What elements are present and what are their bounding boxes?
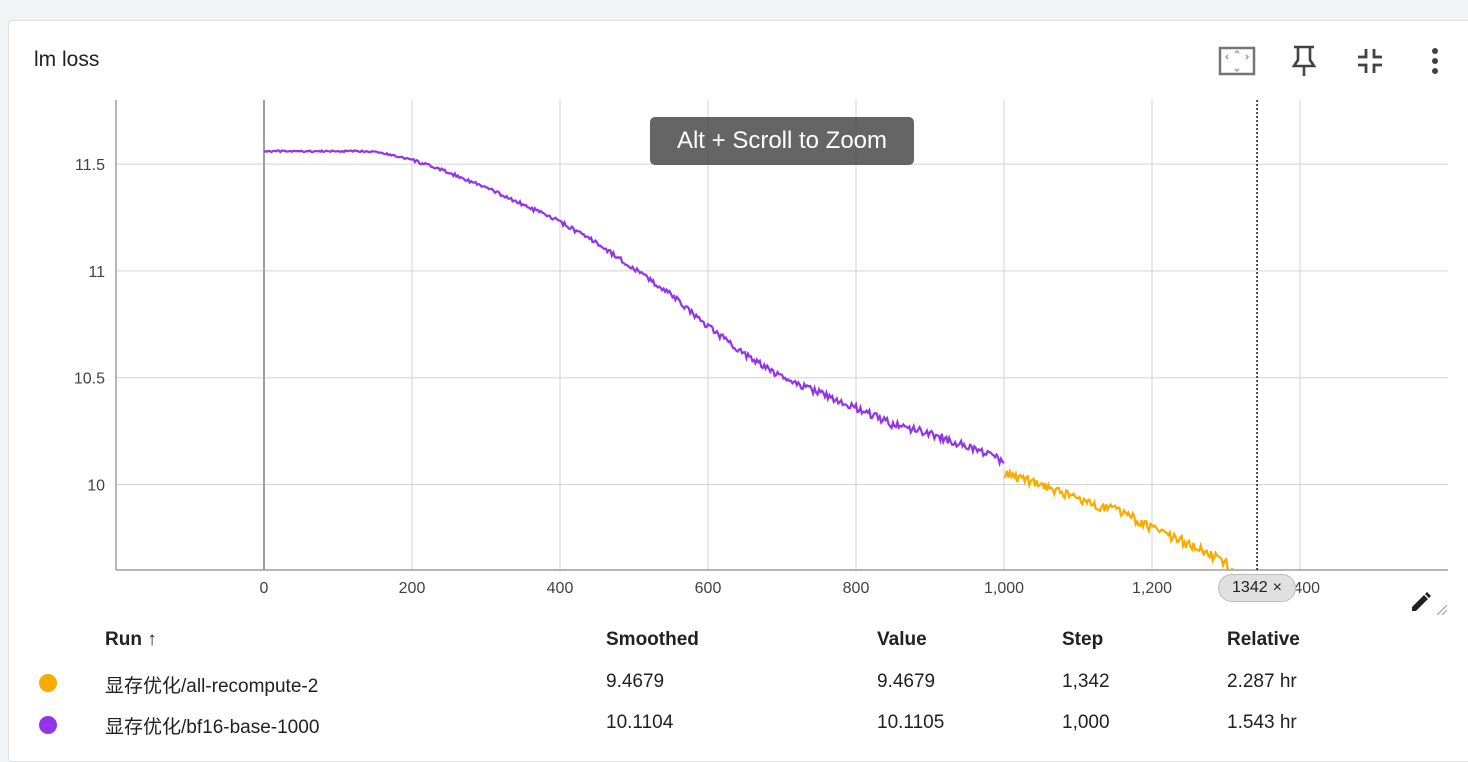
relative-time: 2.287 hr	[1227, 671, 1297, 692]
header-relative[interactable]: Relative	[1227, 629, 1300, 650]
run-color-dot	[39, 674, 57, 692]
step-value: 1,000	[1062, 712, 1110, 733]
series-line	[1003, 467, 1235, 570]
header-value[interactable]: Value	[877, 629, 927, 650]
raw-value: 9.4679	[877, 671, 936, 692]
step-chip-value: 1342	[1232, 579, 1268, 596]
y-tick-label: 10	[87, 478, 105, 495]
step-value: 1,342	[1062, 671, 1110, 692]
step-chip[interactable]: 1342 ×	[1218, 574, 1296, 602]
smoothed-value: 10.1104	[606, 712, 674, 733]
x-tick-label: 400	[547, 580, 574, 597]
close-icon[interactable]: ×	[1272, 579, 1282, 596]
y-tick-label: 11	[88, 264, 105, 281]
more-vert-icon[interactable]	[1414, 40, 1456, 82]
relative-time: 1.543 hr	[1227, 712, 1297, 733]
header-step[interactable]: Step	[1062, 629, 1104, 650]
run-name: 显存优化/all-recompute-2	[105, 676, 319, 697]
chart-title: lm loss	[34, 48, 100, 71]
zoom-tooltip: Alt + Scroll to Zoom	[650, 117, 914, 165]
fit-domain-icon[interactable]	[1216, 40, 1258, 82]
y-tick-label: 10.5	[74, 371, 105, 388]
x-tick-label: 1,200	[1132, 580, 1172, 597]
series-line	[263, 149, 1005, 468]
x-tick-label: 1,000	[984, 580, 1024, 597]
collapse-icon[interactable]	[1349, 40, 1391, 82]
x-tick-label: 200	[399, 580, 426, 597]
raw-value: 10.1105	[877, 712, 945, 733]
header-smoothed[interactable]: Smoothed	[606, 629, 699, 650]
x-tick-label: 800	[843, 580, 870, 597]
edit-icon[interactable]	[1408, 585, 1448, 616]
x-tick-label: 600	[695, 580, 722, 597]
pin-icon[interactable]	[1283, 40, 1325, 82]
x-tick-label: 0	[260, 580, 269, 597]
smoothed-value: 9.4679	[606, 671, 665, 692]
run-name: 显存优化/bf16-base-1000	[105, 717, 320, 738]
header-run[interactable]: Run ↑	[105, 629, 157, 650]
run-color-dot	[39, 716, 57, 734]
y-tick-label: 11.5	[75, 157, 105, 174]
